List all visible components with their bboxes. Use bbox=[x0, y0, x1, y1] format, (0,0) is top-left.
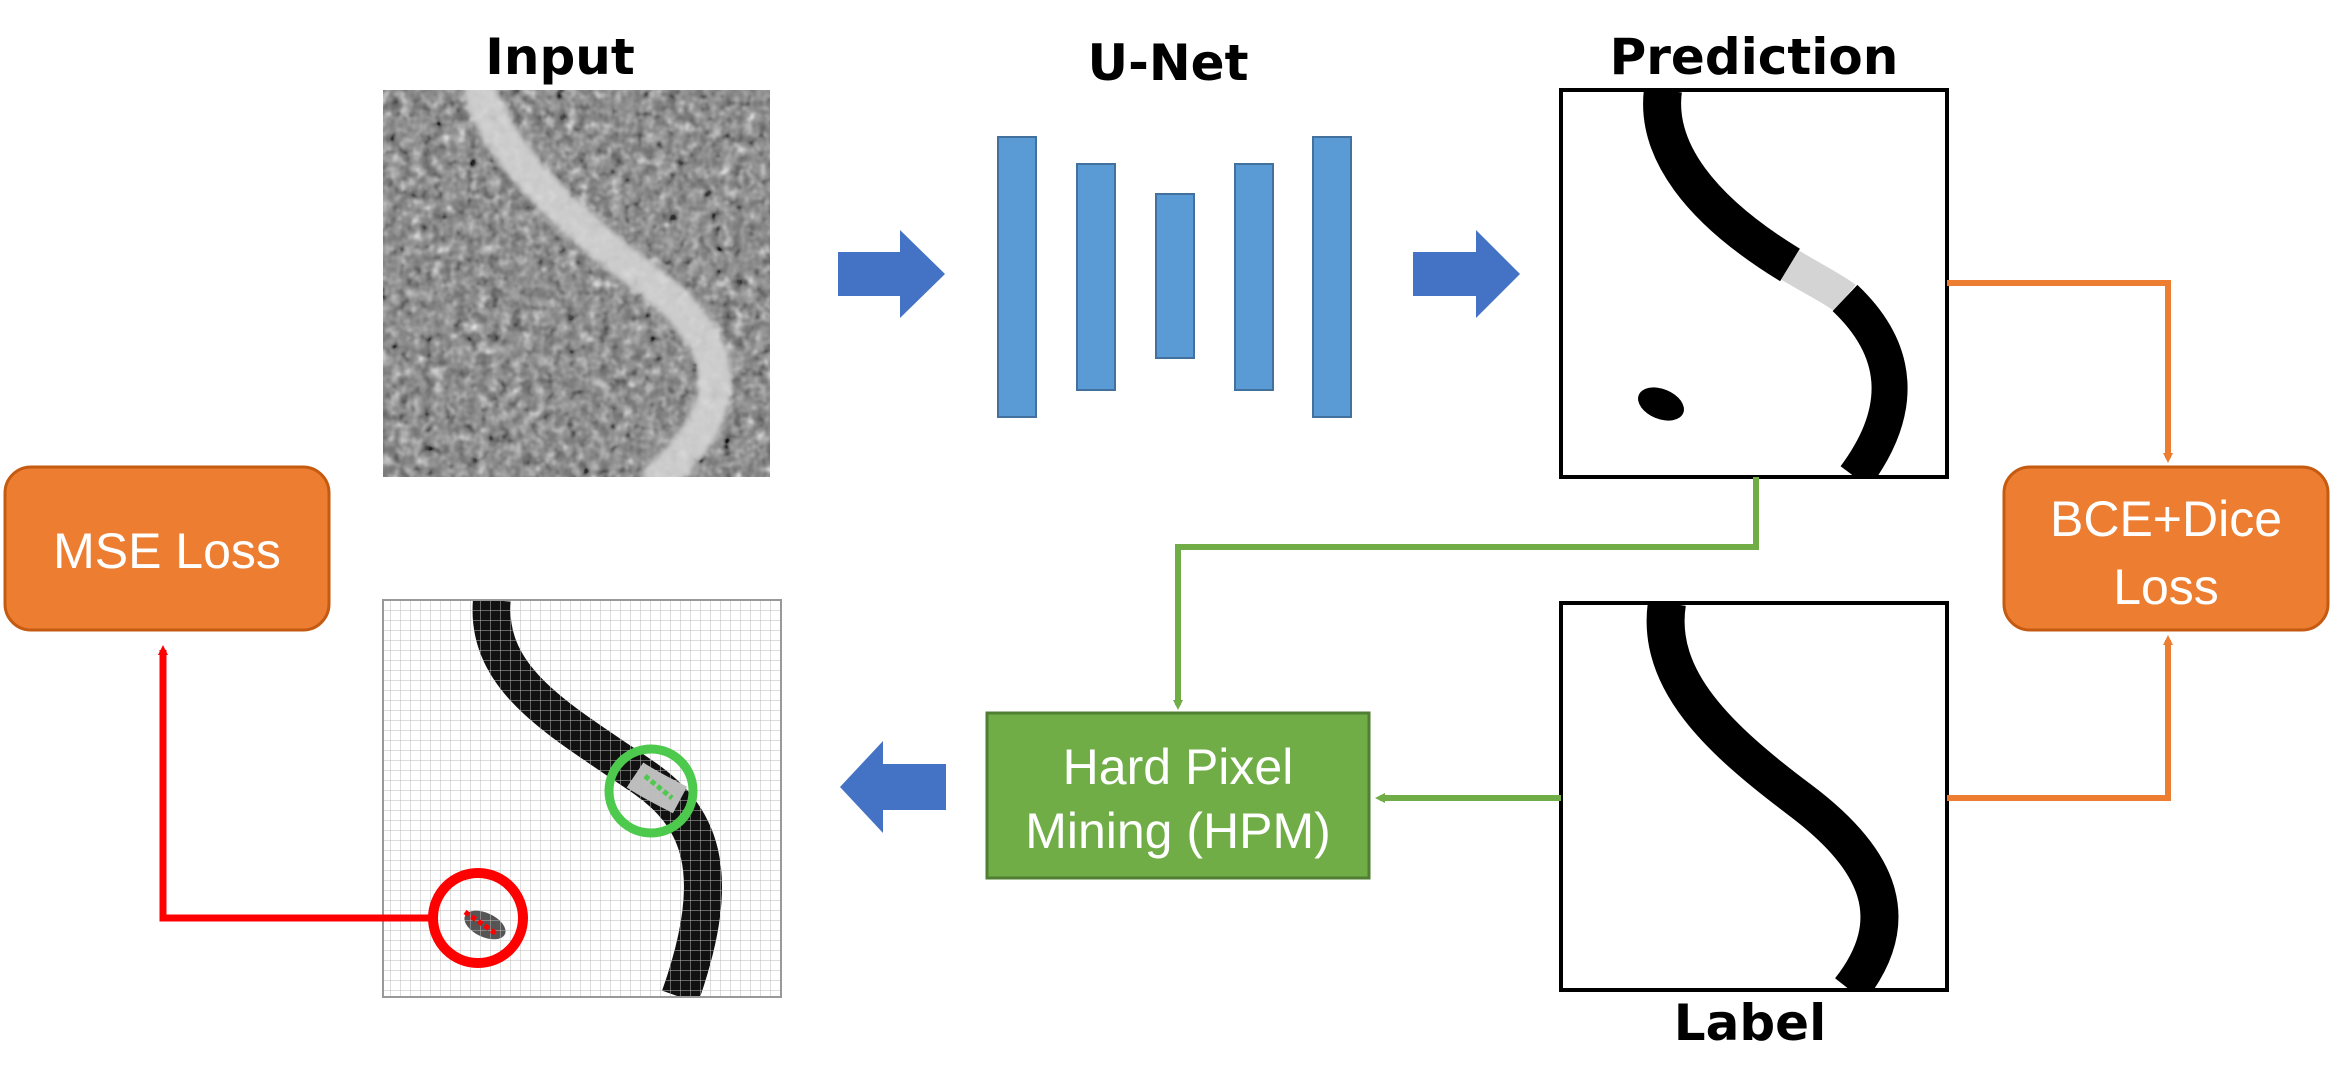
label-title: Label bbox=[1674, 994, 1826, 1052]
unet-layer-3 bbox=[1155, 193, 1195, 359]
label-image bbox=[1559, 601, 1949, 992]
arrow-input-to-unet bbox=[838, 230, 945, 318]
hpm-label-line2: Mining (HPM) bbox=[1025, 803, 1331, 859]
arrow-hpm-to-output bbox=[840, 741, 946, 833]
prediction-to-hpm-connector bbox=[1173, 477, 1759, 710]
grid-to-mse-connector bbox=[158, 645, 433, 922]
input-title: Input bbox=[485, 28, 635, 86]
unet-layer-2 bbox=[1076, 163, 1116, 391]
label-to-bce-connector bbox=[1947, 635, 2173, 801]
hard-pixel-red-line bbox=[463, 909, 500, 938]
mse-loss-label: MSE Loss bbox=[53, 523, 281, 579]
unet-layer-5 bbox=[1312, 136, 1352, 418]
prediction-to-bce-connector bbox=[1947, 280, 2173, 463]
unet-title: U-Net bbox=[1087, 34, 1248, 92]
arrow-unet-to-prediction bbox=[1413, 230, 1520, 318]
unet-layer-4 bbox=[1234, 163, 1274, 391]
hpm-label-line1: Hard Pixel bbox=[1063, 739, 1294, 795]
bce-dice-label-line2: Loss bbox=[2113, 559, 2219, 615]
mse-loss-box: MSE Loss bbox=[3, 465, 331, 632]
prediction-image bbox=[1559, 88, 1949, 479]
prediction-title: Prediction bbox=[1610, 28, 1899, 86]
bce-dice-label-line1: BCE+Dice bbox=[2050, 491, 2282, 547]
unet-layer-1 bbox=[997, 136, 1037, 418]
hpm-grid-image bbox=[382, 599, 782, 998]
input-image bbox=[383, 90, 770, 477]
unet-block bbox=[997, 136, 1352, 418]
hpm-box: Hard Pixel Mining (HPM) bbox=[985, 711, 1371, 880]
bce-dice-loss-box: BCE+Dice Loss bbox=[2002, 465, 2330, 632]
green-hard-pixel-circle bbox=[604, 744, 698, 838]
hard-pixel-green-line bbox=[643, 774, 674, 800]
